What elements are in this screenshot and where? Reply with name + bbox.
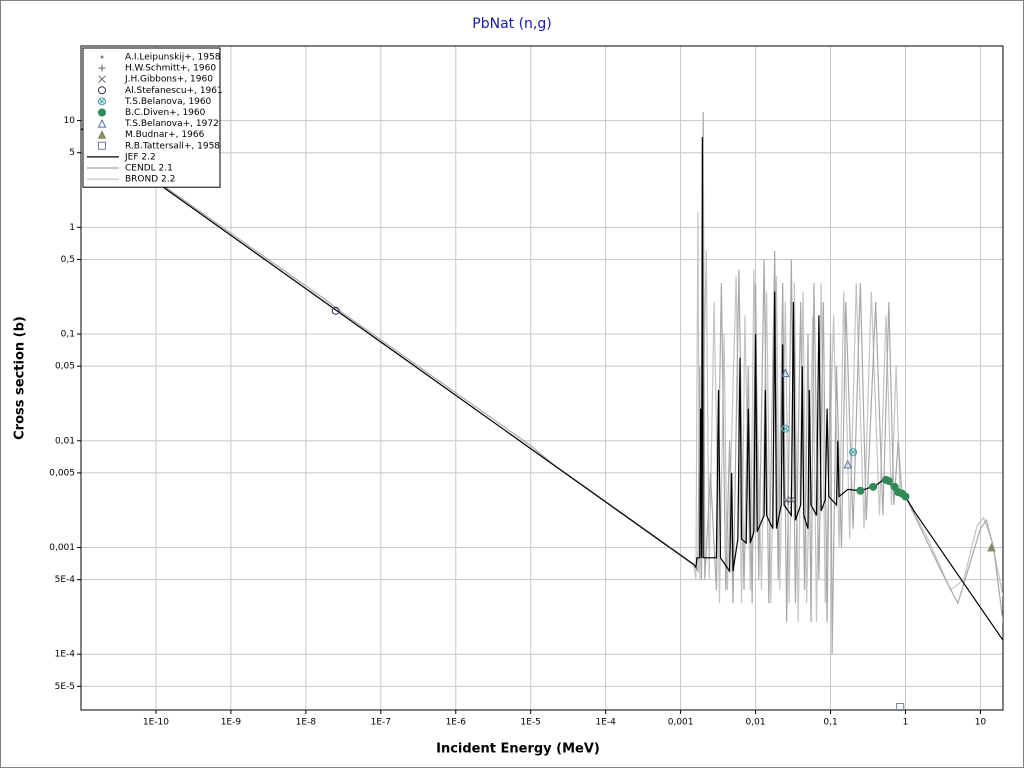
y-axis-label: Cross section (b) — [13, 316, 28, 440]
y-tick-label: 5 — [69, 148, 75, 158]
marker-disc — [884, 476, 893, 485]
x-tick-label: 10 — [975, 718, 987, 728]
marker-circle-x — [849, 448, 858, 457]
marker-dot — [100, 55, 104, 59]
marker-square — [896, 703, 905, 710]
series-line — [81, 112, 1003, 655]
x-tick-label: 1E-10 — [143, 718, 169, 728]
x-tick-label: 1E-7 — [371, 718, 391, 728]
x-tick-label: 1E-8 — [296, 718, 317, 728]
marker-circle-x — [781, 424, 790, 433]
marker-disc — [901, 492, 910, 501]
legend-label: CENDL 2.1 — [125, 164, 173, 174]
marker-circle-x — [98, 97, 107, 106]
y-tick-label: 0,1 — [61, 330, 75, 340]
y-tick-label: 5E-5 — [55, 682, 75, 692]
x-tick-label: 0,01 — [746, 718, 766, 728]
legend-label: A.I.Leipunskij+, 1958 — [125, 53, 221, 63]
x-tick-label: 1 — [903, 718, 909, 728]
legend-box — [82, 47, 221, 188]
marker-triangle — [97, 118, 107, 128]
legend-label: H.W.Schmitt+, 1960 — [125, 64, 216, 74]
y-tick-label: 0,5 — [61, 255, 75, 265]
y-tick-label: 5E-4 — [55, 575, 76, 585]
marker-triangle — [781, 368, 790, 378]
marker-filled-triangle — [97, 130, 107, 139]
legend-label: R.B.Tattersall+, 1958 — [125, 141, 220, 151]
series-line — [81, 128, 1003, 641]
marker-plus — [98, 64, 106, 72]
marker-cross — [98, 75, 106, 84]
chart-title: PbNat (n,g) — [472, 16, 551, 32]
y-tick-label: 0,05 — [55, 362, 75, 372]
marker-disc — [869, 482, 878, 491]
x-tick-label: 0,001 — [668, 718, 694, 728]
marker-circle — [98, 86, 106, 95]
plot-area — [81, 46, 1003, 710]
plot-border — [80, 45, 1004, 711]
plot-layer — [81, 112, 1003, 710]
legend-label: BROND 2.2 — [125, 175, 175, 185]
x-tick-label: 0,1 — [823, 718, 837, 728]
marker-dot — [783, 498, 787, 502]
legend-label: M.Budnar+, 1966 — [125, 130, 205, 140]
x-tick-label: 1E-5 — [521, 718, 541, 728]
marker-filled-triangle — [987, 542, 996, 552]
y-tick-label: 0,001 — [49, 543, 75, 553]
y-tick-label: 0,005 — [49, 468, 75, 478]
legend-label: JEF 2.2 — [124, 152, 156, 162]
legend-label: J.H.Gibbons+, 1960 — [124, 75, 213, 85]
marker-circle — [331, 306, 340, 315]
legend-label: T.S.Belanova+, 1972 — [124, 119, 219, 129]
y-tick-label: 1E-4 — [55, 650, 76, 660]
x-tick-label: 1E-9 — [221, 718, 242, 728]
y-tick-label: 1 — [69, 223, 75, 233]
marker-cross — [787, 495, 796, 504]
marker-disc — [856, 486, 865, 495]
marker-triangle — [843, 459, 853, 469]
marker-disc — [98, 108, 106, 117]
x-tick-label: 1E-4 — [595, 718, 616, 728]
x-axis-label: Incident Energy (MeV) — [436, 742, 600, 757]
legend-label: B.C.Diven+, 1960 — [125, 108, 206, 118]
legend-label: Al.Stefanescu+, 1961 — [125, 86, 223, 96]
marker-square — [98, 141, 106, 150]
x-tick-label: 1E-6 — [446, 718, 467, 728]
y-tick-label: 10 — [64, 116, 76, 126]
legend-label: T.S.Belanova, 1960 — [124, 97, 212, 107]
y-tick-label: 0,01 — [55, 436, 75, 446]
